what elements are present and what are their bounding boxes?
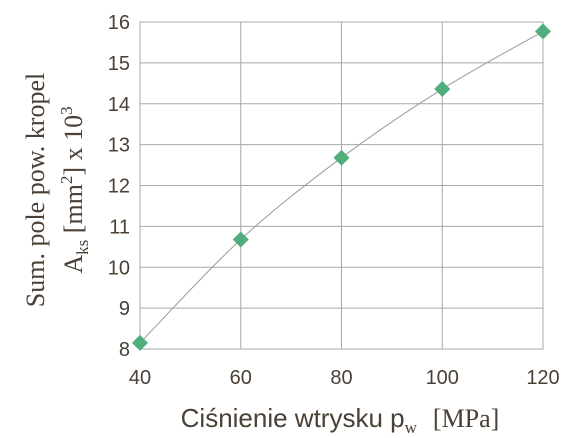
x-axis-title-sub: w [405,418,418,437]
data-point-100 [434,81,451,98]
data-point-120 [535,23,551,40]
svg-text:Aks [mm2] x 103: Aks [mm2] x 103 [57,106,92,273]
y-tick-label: 13 [108,135,130,157]
grid [139,21,544,350]
y-tick-label: 15 [108,53,130,75]
x-tick-label: 60 [230,367,252,389]
y-axis-unit-sup: 2 [57,176,76,185]
y-axis-symbol-sub: ks [73,240,92,255]
y-axis-unit-close: ] x 10 [59,115,88,176]
y-axis-title: Sum. pole pow. kropel [21,73,50,307]
y-axis-title-2: Aks [mm2] x 103 [57,106,92,273]
x-tick-labels: 40 60 80 100 120 [129,367,560,389]
x-axis-title-unit: [MPa] [433,404,499,433]
x-tick-label: 40 [129,367,151,389]
x-tick-label: 100 [426,367,459,389]
y-tick-label: 14 [108,94,130,116]
x-axis-title: Ciśnienie wtrysku pw [MPa] [181,403,500,437]
x-tick-label: 120 [526,367,559,389]
y-tick-label: 9 [119,298,130,320]
y-axis-exp: 3 [57,106,76,115]
y-axis-title-line1: Sum. pole pow. kropel [21,73,50,307]
y-axis-symbol: A [59,255,88,274]
y-tick-labels: 8 9 10 11 12 13 14 15 16 [108,12,130,361]
plot-frame [139,21,544,350]
data-point-60 [232,231,249,248]
data-point-40 [132,334,148,351]
y-tick-label: 12 [108,176,130,198]
y-tick-label: 8 [119,339,130,361]
x-tick-label: 80 [330,367,352,389]
y-tick-label: 10 [108,257,130,279]
data-points [132,23,551,351]
x-axis-title-text: Ciśnienie wtrysku p [181,403,405,433]
y-axis-unit-open: [mm [59,184,88,240]
data-point-80 [333,149,350,166]
y-tick-label: 11 [109,216,130,238]
y-tick-label: 16 [108,12,130,34]
